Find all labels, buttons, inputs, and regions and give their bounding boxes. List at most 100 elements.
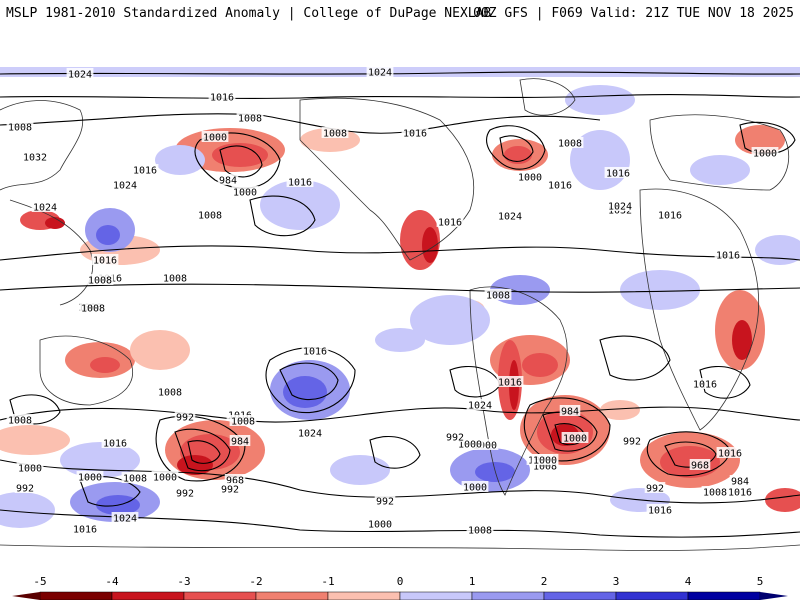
anomaly-region	[0, 425, 70, 455]
colorbar-swatch	[687, 591, 761, 600]
isobar-line	[174, 428, 231, 472]
polar-anomaly-band	[0, 67, 800, 77]
isobar-label: 1024	[608, 202, 632, 213]
anomaly-region	[422, 227, 438, 263]
isobar-label: 1008	[8, 416, 32, 427]
isobar-label-bg	[296, 427, 324, 438]
isobar-label-bg	[174, 487, 196, 498]
isobar-label: 1024	[113, 181, 137, 192]
isobar-label: 992	[176, 489, 194, 500]
isobar-label-bg	[701, 486, 729, 497]
isobar-line	[599, 335, 671, 381]
isobar-label-bg	[621, 435, 643, 446]
isobar-label-bg	[729, 475, 751, 486]
colorbar-tick-label: 4	[685, 575, 692, 588]
isobar-label: 1024	[113, 514, 137, 525]
colorbar-tick-label: 2	[541, 575, 548, 588]
isobar-label-bg	[16, 462, 44, 473]
isobar-label: 1016	[288, 178, 312, 189]
isobar-label-bg	[131, 164, 159, 175]
isobar-label: 1000	[368, 520, 392, 531]
anomaly-region	[620, 270, 700, 310]
isobar-label-bg	[531, 460, 559, 471]
anomaly-region	[330, 455, 390, 485]
isobar-line	[369, 436, 421, 469]
isobar-label: 1016	[716, 251, 740, 262]
isobar-label: 1008	[323, 129, 347, 140]
anomaly-map[interactable]: 1024 1024 1016 1008 1008 1032 1016 1024 1024 1016…	[0, 40, 800, 559]
isobar-label: 968	[691, 461, 709, 472]
isobar-label: 1008	[231, 417, 255, 428]
isobar-label-bg	[374, 495, 396, 506]
isobar-label-bg	[366, 66, 394, 77]
anomaly-region	[283, 376, 327, 408]
isobar-label: 1016	[438, 218, 462, 229]
isobar-label-bg	[217, 174, 239, 185]
isobar-label-bg	[321, 127, 349, 138]
isobar-label-bg	[6, 414, 34, 425]
isobar-label-bg	[76, 471, 104, 482]
isobar-label-bg	[219, 483, 241, 494]
isobar-label-bg	[86, 274, 114, 285]
isobar-label: 1016	[303, 347, 327, 358]
isobar-label-bg	[111, 179, 139, 190]
isobar-label: 1016	[133, 166, 157, 177]
colorbar-tick-label: 1	[469, 575, 476, 588]
colorbar-tick-label: -3	[177, 575, 190, 588]
isobar-label: 1024	[298, 429, 322, 440]
isobar-line	[499, 135, 534, 162]
isobar-label-bg	[689, 459, 711, 470]
isobar-label: 1016	[693, 380, 717, 391]
isobar-label: 1000	[78, 473, 102, 484]
isobar-label: 1000	[473, 441, 497, 452]
africa-outline	[639, 188, 760, 431]
colorbar-swatch	[615, 591, 689, 600]
isobar-label-bg	[496, 210, 524, 221]
isobar-label-bg	[546, 179, 574, 190]
isobar-label: 992	[446, 433, 464, 444]
isobar-label-bg	[516, 171, 544, 182]
isobar-label-bg	[366, 518, 394, 529]
map-title: MSLP 1981-2010 Standardized Anomaly | Co…	[6, 6, 492, 21]
colorbar-swatch	[543, 591, 617, 600]
isobar-label-bg	[79, 302, 107, 313]
isobar-label: 1008	[8, 123, 32, 134]
isobar-label-bg	[644, 482, 666, 493]
isobar-label-bg	[66, 68, 94, 79]
isobar-label: 992	[646, 484, 664, 495]
anomaly-region	[732, 320, 752, 360]
isobar-line	[523, 397, 611, 462]
isobar-label: 1016	[648, 506, 672, 517]
anomaly-region	[565, 85, 635, 115]
isobar-label: 1024	[368, 68, 392, 79]
isobar-label-bg	[436, 216, 464, 227]
isobar-label-bg	[201, 131, 229, 142]
isobar-label-bg	[6, 121, 34, 132]
colorbar-tick-label: 5	[757, 575, 764, 588]
isobar-label: 1008	[533, 462, 557, 473]
isobar-label: 1008	[81, 304, 105, 315]
isobar-label-bg	[444, 431, 466, 442]
isobar-label: 1016	[498, 378, 522, 389]
europe-outline	[649, 114, 789, 191]
isobar-label-bg	[456, 438, 484, 449]
colorbar-swatch	[327, 591, 401, 600]
isobar-label: 1000	[533, 456, 557, 467]
isobar-label-bg	[531, 454, 559, 465]
colorbar-swatch	[399, 591, 473, 600]
isobar-label: 1016	[103, 439, 127, 450]
isobar-label: 1000	[563, 434, 587, 445]
isobar-label-bg	[656, 209, 684, 220]
isobar-label: 1008	[163, 274, 187, 285]
anomaly-region	[600, 400, 640, 420]
anomaly-colorbar: -5 -4 -3 -2 -1 0 1 2 3 4 5	[12, 575, 788, 600]
isobar-label-bg	[151, 471, 179, 482]
anomaly-region	[155, 145, 205, 175]
colorbar-max-arrow	[760, 592, 788, 600]
isobar-line	[194, 132, 281, 189]
isobar-label: 1000	[18, 464, 42, 475]
isobar-label-bg	[231, 186, 259, 197]
isobar-line	[646, 431, 731, 477]
antarctica-edge	[0, 544, 800, 551]
isobar-label-bg	[224, 474, 246, 485]
